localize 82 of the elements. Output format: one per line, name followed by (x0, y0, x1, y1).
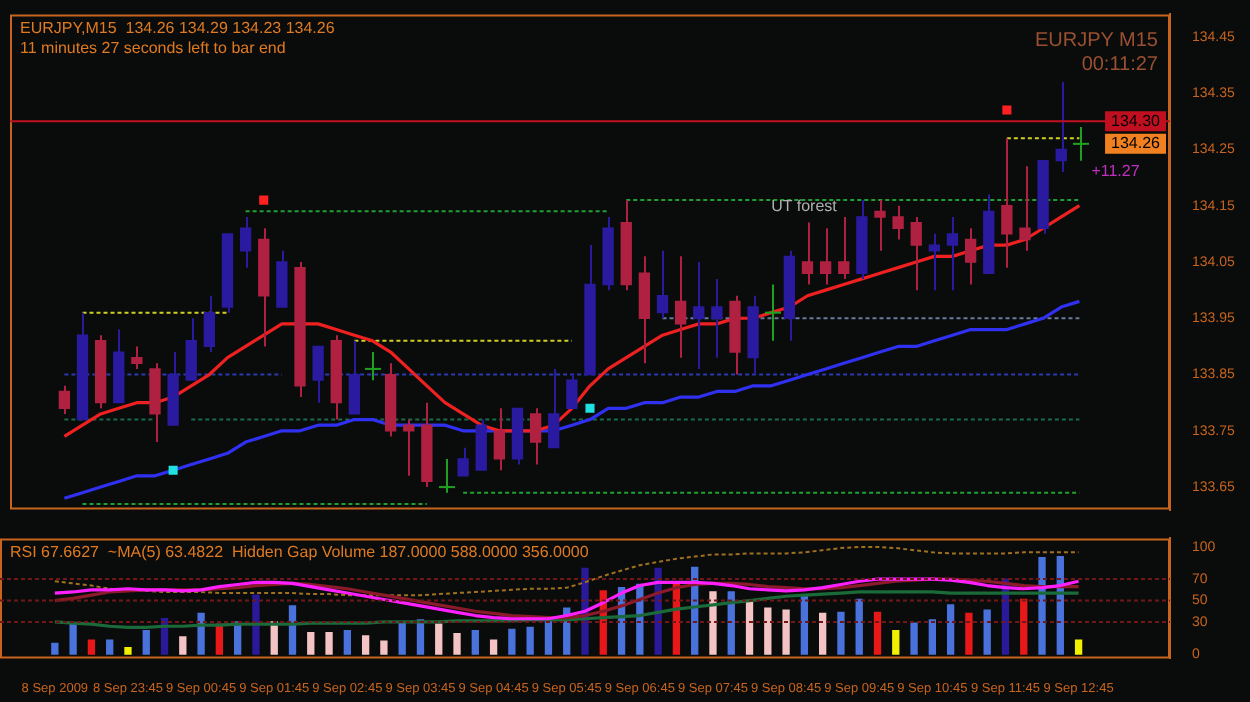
candlestick (910, 215, 922, 292)
bar (855, 598, 863, 655)
candlestick (946, 215, 959, 292)
bar (508, 628, 516, 655)
candlestick (185, 317, 197, 382)
point (585, 403, 595, 413)
annotation: 00:11:27 (1081, 53, 1159, 76)
bar (764, 607, 772, 655)
candlestick (203, 294, 216, 354)
bar (380, 640, 388, 655)
candlestick (928, 232, 941, 292)
candlestick (276, 249, 288, 309)
candlestick (239, 215, 252, 269)
bar (800, 595, 809, 655)
bar (453, 633, 461, 655)
candlestick (693, 261, 705, 370)
bar (343, 629, 351, 655)
candlestick (656, 249, 669, 320)
bar (87, 639, 96, 655)
bar (1020, 598, 1028, 655)
bar (928, 619, 936, 655)
candlestick (493, 407, 506, 472)
candlestick (838, 215, 850, 280)
candlestick (131, 345, 143, 370)
bar (307, 632, 315, 655)
bar (252, 594, 260, 655)
candlestick (312, 345, 324, 404)
bar (489, 639, 498, 655)
bar (325, 632, 333, 655)
bar (965, 612, 973, 655)
candlestick (892, 204, 904, 241)
bar (910, 622, 918, 655)
candlestick (457, 446, 469, 477)
bar (69, 622, 77, 655)
chart-title: EURJPY,M15 134.26 134.29 134.23 134.26 (20, 18, 336, 37)
candlestick (638, 255, 651, 365)
candlestick (819, 227, 832, 286)
candlestick (348, 339, 361, 415)
bar (819, 612, 827, 655)
text: +11.27 (1091, 162, 1141, 181)
chart-title: RSI 67.6627 ~MA(5) 63.4822 Hidden Gap Volume 187.0000 588.0000 356.0000 (10, 542, 590, 561)
bar (782, 609, 790, 655)
bar (435, 623, 443, 655)
candlestick (58, 384, 71, 415)
point (259, 195, 269, 205)
text: 134.26 (1111, 134, 1162, 153)
candlestick (874, 199, 886, 252)
bar (51, 642, 59, 655)
bar (837, 611, 845, 655)
bar (983, 609, 991, 655)
bar (124, 647, 132, 655)
candlestick (529, 407, 542, 466)
bar (179, 636, 187, 655)
bar (873, 611, 882, 655)
bar (398, 622, 406, 655)
bar (106, 639, 114, 655)
bar (526, 626, 534, 655)
point (1002, 105, 1012, 115)
candlestick (548, 367, 560, 449)
bar (1074, 639, 1083, 655)
candlestick (964, 227, 977, 286)
bar (361, 635, 370, 655)
bar (142, 629, 150, 655)
candlestick (149, 362, 161, 444)
point (168, 465, 178, 475)
candlestick (674, 255, 687, 359)
ref-line-label: 134.30 (1111, 111, 1162, 130)
annotation: EURJPY M15 (1034, 29, 1159, 52)
bar (709, 591, 717, 655)
annotation: UT forest (771, 196, 839, 215)
candlestick (1019, 165, 1031, 252)
text: 11 minutes 27 seconds left to bar end (20, 38, 286, 57)
bar (946, 604, 955, 655)
candlestick (566, 373, 578, 410)
candlestick (1055, 80, 1067, 173)
bar (745, 600, 754, 655)
candlestick (475, 418, 487, 472)
bar (471, 629, 479, 655)
candlestick (711, 277, 723, 359)
candlestick (801, 221, 814, 286)
candlestick (1001, 137, 1013, 269)
bar (892, 629, 900, 655)
